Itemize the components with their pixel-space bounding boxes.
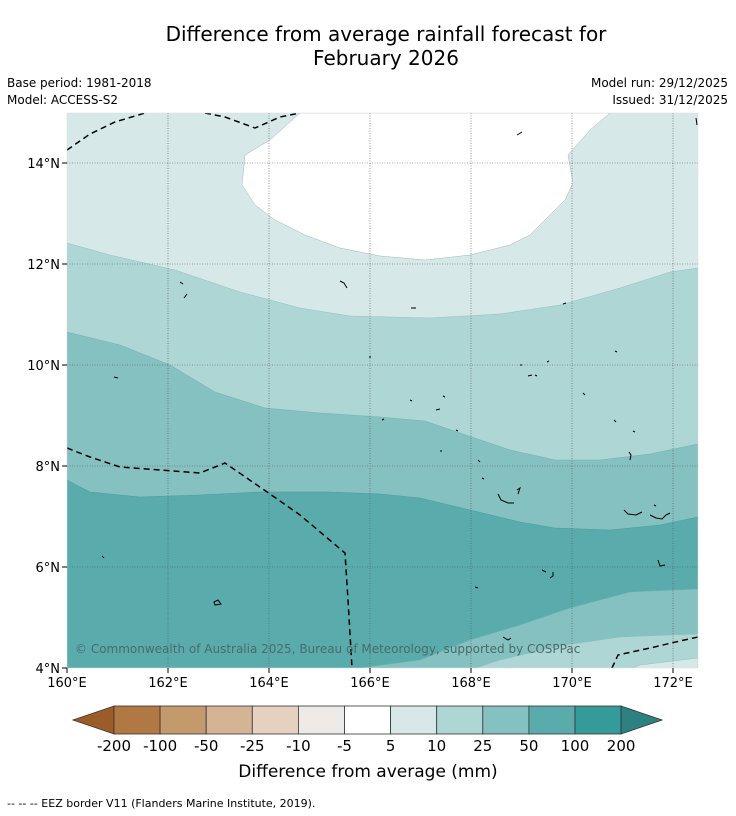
- lon-label-162e: 162°E: [148, 676, 188, 691]
- lat-label-10n: 10°N: [27, 359, 60, 374]
- lat-label-4n: 4°N: [36, 662, 61, 677]
- copyright-text: © Commonwealth of Australia 2025, Bureau…: [75, 642, 580, 656]
- colorbar-segment: [251, 705, 299, 735]
- colorbar-extend-high: [620, 705, 664, 735]
- colorbar-tick-label: 50: [519, 737, 539, 755]
- band-10-25-south: [475, 633, 698, 668]
- lon-label-168e: 168°E: [451, 676, 491, 691]
- map-frame: [66, 112, 699, 669]
- eez-footnote: -- -- -- EEZ border V11 (Flanders Marine…: [7, 797, 316, 810]
- colorbar-tick-label: 5: [385, 737, 396, 755]
- lon-label-166e: 166°E: [350, 676, 390, 691]
- base-period: Base period: 1981-2018: [7, 76, 152, 90]
- colorbar-label: Difference from average (mm): [238, 762, 498, 782]
- colorbar-segment: [297, 705, 345, 735]
- title-line-1: Difference from average rainfall forecas…: [165, 22, 607, 46]
- colorbar-segment: [159, 705, 207, 735]
- colorbar-tick-label: 25: [473, 737, 493, 755]
- colorbar-segment: [482, 705, 530, 735]
- colorbar-tick-label: -25: [240, 737, 265, 755]
- lon-label-172e: 172°E: [653, 676, 693, 691]
- colorbar-tick-label: 200: [606, 737, 636, 755]
- colorbar-tick-label: -5: [337, 737, 352, 755]
- lat-axis: [62, 162, 67, 669]
- lon-label-170e: 170°E: [552, 676, 592, 691]
- island-outlines: [101, 117, 698, 641]
- colorbar-segment: [574, 705, 622, 735]
- lat-label-8n: 8°N: [36, 460, 61, 475]
- colorbar-tick-label: -200: [96, 737, 132, 755]
- colorbar-segment: [528, 705, 576, 735]
- colorbar-segment: [390, 705, 438, 735]
- band-5-10-south: [631, 657, 698, 668]
- model-name: Model: ACCESS-S2: [7, 93, 119, 107]
- lat-label-12n: 12°N: [27, 258, 60, 273]
- colorbar-segment: [205, 705, 253, 735]
- colorbar: [71, 705, 664, 735]
- lon-axis: [66, 668, 674, 673]
- colorbar-tick-label: -50: [193, 737, 219, 755]
- title-line-2: February 2026: [313, 46, 459, 70]
- colorbar-segment: [113, 705, 161, 735]
- lon-label-164e: 164°E: [249, 676, 289, 691]
- lat-label-14n: 14°N: [27, 157, 60, 172]
- meta-left: Base period: 1981-2018 Model: ACCESS-S2: [7, 75, 152, 109]
- colorbar-extend-low: [71, 705, 115, 735]
- lat-label-6n: 6°N: [36, 561, 61, 576]
- colorbar-segment: [344, 705, 391, 735]
- eez-borders: [67, 113, 698, 668]
- meta-right: Model run: 29/12/2025 Issued: 31/12/2025: [591, 75, 728, 109]
- colorbar-tick-label: -10: [286, 737, 311, 755]
- lon-label-160e: 160°E: [47, 676, 87, 691]
- colorbar-tick-label: -100: [143, 737, 178, 755]
- chart-title: Difference from average rainfall forecas…: [0, 22, 736, 70]
- colorbar-segment: [436, 705, 484, 735]
- issued-date: Issued: 31/12/2025: [612, 93, 728, 107]
- model-run: Model run: 29/12/2025: [590, 76, 728, 90]
- colorbar-tick-label: 10: [427, 737, 447, 755]
- map-contours: © Commonwealth of Australia 2025, Bureau…: [67, 113, 698, 668]
- band-below-5: [241, 113, 611, 261]
- grid-lines: [67, 113, 698, 668]
- colorbar-tick-label: 100: [560, 737, 590, 755]
